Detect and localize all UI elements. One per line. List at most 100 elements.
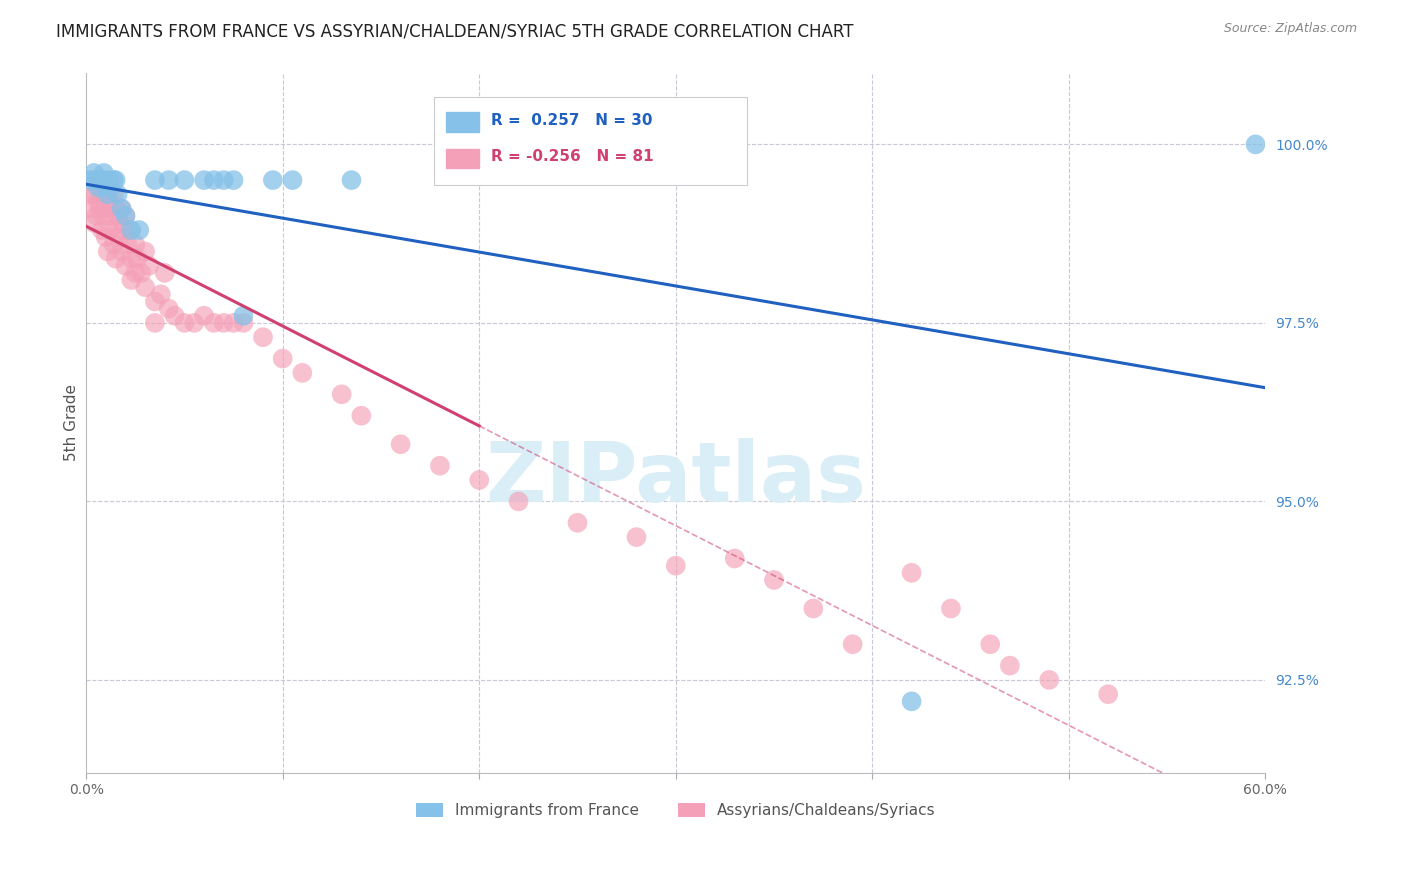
Point	[98, 173, 121, 187]
Point	[124, 237, 146, 252]
Point	[271, 351, 294, 366]
Point	[173, 173, 195, 187]
Point	[94, 180, 117, 194]
Point	[567, 516, 589, 530]
Point	[93, 173, 115, 187]
Point	[173, 316, 195, 330]
Point	[291, 366, 314, 380]
Point	[98, 194, 121, 209]
Point	[93, 166, 115, 180]
Point	[202, 173, 225, 187]
Point	[429, 458, 451, 473]
Text: ZIPatlas: ZIPatlas	[485, 438, 866, 519]
Point	[281, 173, 304, 187]
Point	[117, 237, 139, 252]
Point	[212, 316, 235, 330]
Text: Source: ZipAtlas.com: Source: ZipAtlas.com	[1223, 22, 1357, 36]
Point	[222, 316, 245, 330]
Point	[626, 530, 648, 544]
Point	[157, 301, 180, 316]
Point	[1097, 687, 1119, 701]
Point	[84, 209, 107, 223]
Point	[108, 216, 131, 230]
Point	[120, 223, 142, 237]
Point	[107, 187, 129, 202]
Point	[193, 173, 215, 187]
Point	[87, 173, 110, 187]
Point	[1244, 137, 1267, 152]
Point	[262, 173, 284, 187]
Point	[87, 180, 110, 194]
Point	[120, 252, 142, 266]
Point	[97, 187, 120, 202]
Point	[900, 566, 922, 580]
Point	[107, 230, 129, 244]
Bar	[446, 149, 479, 169]
Point	[143, 316, 166, 330]
Point	[232, 316, 254, 330]
Point	[94, 202, 117, 216]
Point	[841, 637, 863, 651]
Point	[157, 173, 180, 187]
Point	[83, 216, 105, 230]
Point	[149, 287, 172, 301]
Point	[83, 166, 105, 180]
Bar	[446, 112, 479, 132]
Point	[232, 309, 254, 323]
Point	[763, 573, 786, 587]
Text: R =  0.257   N = 30: R = 0.257 N = 30	[491, 113, 652, 128]
Point	[89, 173, 111, 187]
Point	[508, 494, 530, 508]
Legend: Immigrants from France, Assyrians/Chaldeans/Syriacs: Immigrants from France, Assyrians/Chalde…	[409, 797, 942, 824]
Point	[90, 223, 112, 237]
Point	[83, 173, 105, 187]
Point	[340, 173, 363, 187]
Point	[90, 187, 112, 202]
Point	[134, 244, 156, 259]
Point	[79, 187, 101, 202]
Point	[468, 473, 491, 487]
Point	[110, 202, 132, 216]
Point	[114, 209, 136, 223]
Point	[112, 223, 135, 237]
Point	[143, 294, 166, 309]
Point	[84, 187, 107, 202]
Point	[98, 223, 121, 237]
Point	[153, 266, 176, 280]
Point	[193, 309, 215, 323]
Point	[801, 601, 824, 615]
Point	[998, 658, 1021, 673]
Point	[665, 558, 688, 573]
Point	[100, 209, 122, 223]
Point	[94, 230, 117, 244]
Point	[77, 173, 100, 187]
Point	[89, 180, 111, 194]
Point	[350, 409, 373, 423]
Point	[212, 173, 235, 187]
Point	[124, 266, 146, 280]
Point	[118, 223, 141, 237]
Point	[979, 637, 1001, 651]
Point	[110, 202, 132, 216]
Point	[97, 244, 120, 259]
Point	[89, 202, 111, 216]
Point	[110, 244, 132, 259]
Point	[90, 173, 112, 187]
Point	[222, 173, 245, 187]
Text: R = -0.256   N = 81: R = -0.256 N = 81	[491, 150, 654, 164]
FancyBboxPatch shape	[434, 97, 747, 185]
Point	[134, 280, 156, 294]
Point	[183, 316, 205, 330]
Point	[94, 180, 117, 194]
Point	[128, 223, 150, 237]
Point	[103, 173, 125, 187]
Point	[87, 194, 110, 209]
Point	[114, 259, 136, 273]
Point	[163, 309, 186, 323]
Point	[120, 273, 142, 287]
Point	[107, 209, 129, 223]
Point	[93, 209, 115, 223]
Point	[330, 387, 353, 401]
Point	[104, 202, 127, 216]
Y-axis label: 5th Grade: 5th Grade	[65, 384, 79, 461]
